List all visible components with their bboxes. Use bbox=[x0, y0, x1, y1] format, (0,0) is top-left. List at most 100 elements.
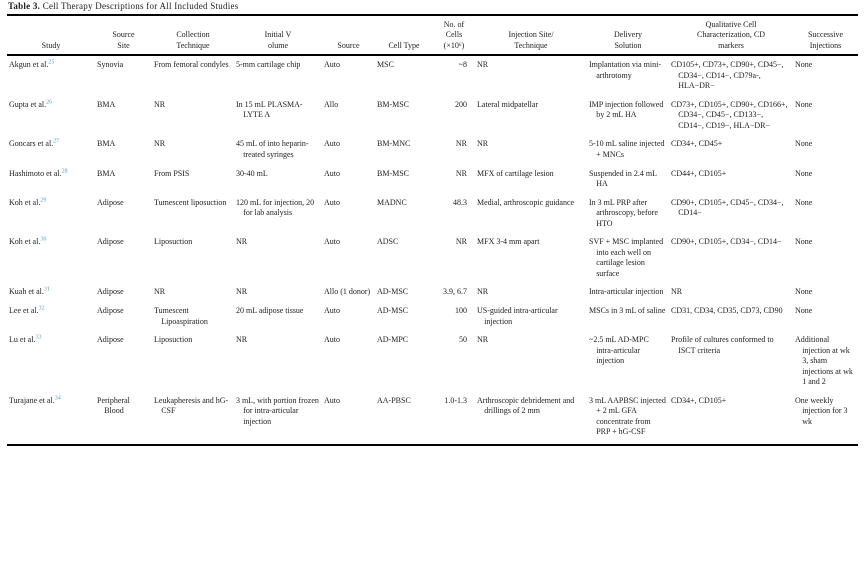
cell-no_cells: 1.0-1.3 bbox=[433, 394, 475, 445]
cell-injection_site: NR bbox=[477, 60, 489, 70]
column-header-initial_volume: Initial V olume bbox=[234, 15, 322, 57]
citation-ref[interactable]: 29 bbox=[40, 196, 47, 203]
cell-source_site: Peripheral Blood bbox=[97, 395, 130, 416]
cell-cell_type: AD-MPC bbox=[377, 335, 409, 345]
cell-successive: None bbox=[795, 168, 813, 178]
cell-initial_volume: NR bbox=[236, 335, 248, 345]
cell-qualitative: CD73+, CD105+, CD90+, CD166+, CD34−, CD4… bbox=[671, 99, 788, 130]
cell-no_cells: 100 bbox=[433, 304, 475, 333]
cell-source: Allo (1 donor) bbox=[324, 287, 371, 297]
cell-delivery: In 3 mL PRP after arthroscopy, before HT… bbox=[589, 197, 658, 228]
cell-study: Kuah et al.31 bbox=[7, 285, 95, 304]
cell-successive: Additional injection at wk 3, sham injec… bbox=[795, 335, 853, 387]
cell-no_cells: 200 bbox=[433, 98, 475, 138]
study-name: Koh et al. bbox=[9, 197, 41, 207]
cell-injection_site: MFX 3-4 mm apart bbox=[477, 237, 540, 247]
citation-ref[interactable]: 25 bbox=[48, 59, 55, 66]
cell-initial_volume: 30-40 mL bbox=[236, 168, 268, 178]
cell-successive: None bbox=[795, 139, 813, 149]
cell-no_cells: ~8 bbox=[433, 55, 475, 98]
study-name: Turajane et al. bbox=[9, 395, 55, 405]
study-name: Koh et al. bbox=[9, 237, 41, 247]
study-name: Lu et al. bbox=[9, 335, 36, 345]
cell-count-value: NR bbox=[455, 168, 467, 178]
cell-source_site: BMA bbox=[97, 99, 116, 109]
table-title-text: Cell Therapy Descriptions for All Includ… bbox=[40, 1, 239, 11]
table-header: Study Source Site Collection Technique Init… bbox=[7, 15, 858, 57]
column-header-study: Study bbox=[7, 15, 95, 57]
study-name: Hashimoto et al. bbox=[9, 168, 62, 178]
column-header-collection: Collection Technique bbox=[152, 15, 234, 57]
cell-delivery: 5-10 mL saline injected + MNCs bbox=[589, 139, 665, 159]
cell-injection_site: Lateral midpatellar bbox=[477, 99, 539, 109]
column-header-successive: Successive Injections bbox=[793, 15, 858, 57]
citation-ref[interactable]: 30 bbox=[40, 236, 47, 243]
table-body: Akgun et al.25 Synovia From femoral condyl… bbox=[7, 55, 858, 445]
cell-delivery: Suspended in 2.4 mL HA bbox=[589, 168, 657, 189]
cell-source_site: Adipose bbox=[97, 237, 124, 247]
cell-study: Koh et al.29 bbox=[7, 196, 95, 236]
citation-ref[interactable]: 26 bbox=[46, 99, 53, 106]
cell-count-value: NR bbox=[455, 139, 467, 149]
cell-successive: One weekly injection for 3 wk bbox=[795, 395, 848, 426]
cell-source_site: Adipose bbox=[97, 306, 124, 316]
column-header-source: Source bbox=[322, 15, 375, 57]
cell-cell_type: BM-MSC bbox=[377, 168, 410, 178]
cell-cell_type: MADNC bbox=[377, 197, 407, 207]
cell-qualitative: CD44+, CD105+ bbox=[671, 168, 727, 178]
citation-ref[interactable]: 32 bbox=[38, 305, 45, 312]
cell-injection_site: Medial, arthroscopic guidance bbox=[477, 197, 575, 207]
cell-source_site: BMA bbox=[97, 168, 116, 178]
cell-source_site: Adipose bbox=[97, 335, 124, 345]
table-row: Koh et al.30 Adipose Liposuction NR Auto ADSC… bbox=[7, 235, 858, 285]
cell-study: Akgun et al.25 bbox=[7, 55, 95, 98]
study-name: Goncars et al. bbox=[9, 139, 54, 149]
cell-injection_site: NR bbox=[477, 287, 489, 297]
cell-collection: Tumescent Lipoaspiration bbox=[154, 306, 208, 326]
cell-no_cells: NR bbox=[433, 137, 475, 166]
column-header-qualitative: Qualitative Cell Characterization, CD ma… bbox=[669, 15, 793, 57]
cell-initial_volume: NR bbox=[236, 287, 248, 297]
table-title: Table 3. Cell Therapy Descriptions for A… bbox=[8, 1, 858, 11]
cell-source: Auto bbox=[324, 306, 340, 316]
citation-ref[interactable]: 31 bbox=[43, 286, 50, 293]
cell-collection: Leukapheresis and hG-CSF bbox=[154, 395, 229, 416]
table-row: Turajane et al.34 Peripheral Blood Leukaph… bbox=[7, 394, 858, 445]
cell-source: Auto bbox=[324, 197, 340, 207]
citation-ref[interactable]: 28 bbox=[61, 167, 68, 174]
cell-injection_site: Arthroscopic debridement and drillings o… bbox=[477, 395, 575, 416]
cell-qualitative: CD34+, CD105+ bbox=[671, 395, 727, 405]
cell-source: Auto bbox=[324, 139, 340, 149]
cell-qualitative: CD105+, CD73+, CD90+, CD45−, CD34−, CD14… bbox=[671, 60, 784, 91]
citation-ref[interactable]: 34 bbox=[54, 395, 61, 402]
paper-page: Table 3. Cell Therapy Descriptions for A… bbox=[7, 1, 858, 447]
cell-count-value: 48.3 bbox=[453, 197, 467, 207]
cell-collection: From femoral condyles bbox=[154, 60, 229, 70]
cell-collection: NR bbox=[154, 139, 166, 149]
cell-no_cells: 50 bbox=[433, 333, 475, 394]
cell-delivery: ~2.5 mL AD-MPC intra-articular injection bbox=[589, 335, 649, 366]
citation-ref[interactable]: 27 bbox=[53, 138, 60, 145]
cell-qualitative: CD90+, CD105+, CD34−, CD14− bbox=[671, 237, 782, 247]
cell-source: Auto bbox=[324, 60, 340, 70]
table-row: Lee et al.32 Adipose Tumescent Lipoaspirat… bbox=[7, 304, 858, 333]
cell-count-value: ~8 bbox=[458, 60, 467, 70]
cell-cell_type: ADSC bbox=[377, 237, 399, 247]
cell-delivery: Intra-articular injection bbox=[589, 287, 664, 297]
cell-successive: None bbox=[795, 99, 813, 109]
citation-ref[interactable]: 33 bbox=[35, 334, 42, 341]
table-row: Hashimoto et al.28 BMA From PSIS 30-40 mL Au… bbox=[7, 167, 858, 196]
cell-count-value: 50 bbox=[459, 335, 467, 345]
column-header-injection_site: Injection Site/ Technique bbox=[475, 15, 587, 57]
cell-count-value: 3.9, 6.7 bbox=[443, 287, 467, 297]
cell-injection_site: NR bbox=[477, 139, 489, 149]
table-row: Koh et al.29 Adipose Tumescent liposuction… bbox=[7, 196, 858, 236]
cell-initial_volume: NR bbox=[236, 237, 248, 247]
cell-qualitative: CD34+, CD45+ bbox=[671, 139, 723, 149]
cell-cell_type: AD-MSC bbox=[377, 306, 409, 316]
cell-initial_volume: 3 mL, with portion frozen for intra-arti… bbox=[236, 395, 319, 426]
study-name: Gupta et al. bbox=[9, 99, 47, 109]
cell-count-value: 200 bbox=[455, 99, 467, 109]
cell-qualitative: Profile of cultures conformed to ISCT cr… bbox=[671, 335, 774, 355]
cell-therapy-table: Study Source Site Collection Technique Init… bbox=[7, 14, 858, 447]
